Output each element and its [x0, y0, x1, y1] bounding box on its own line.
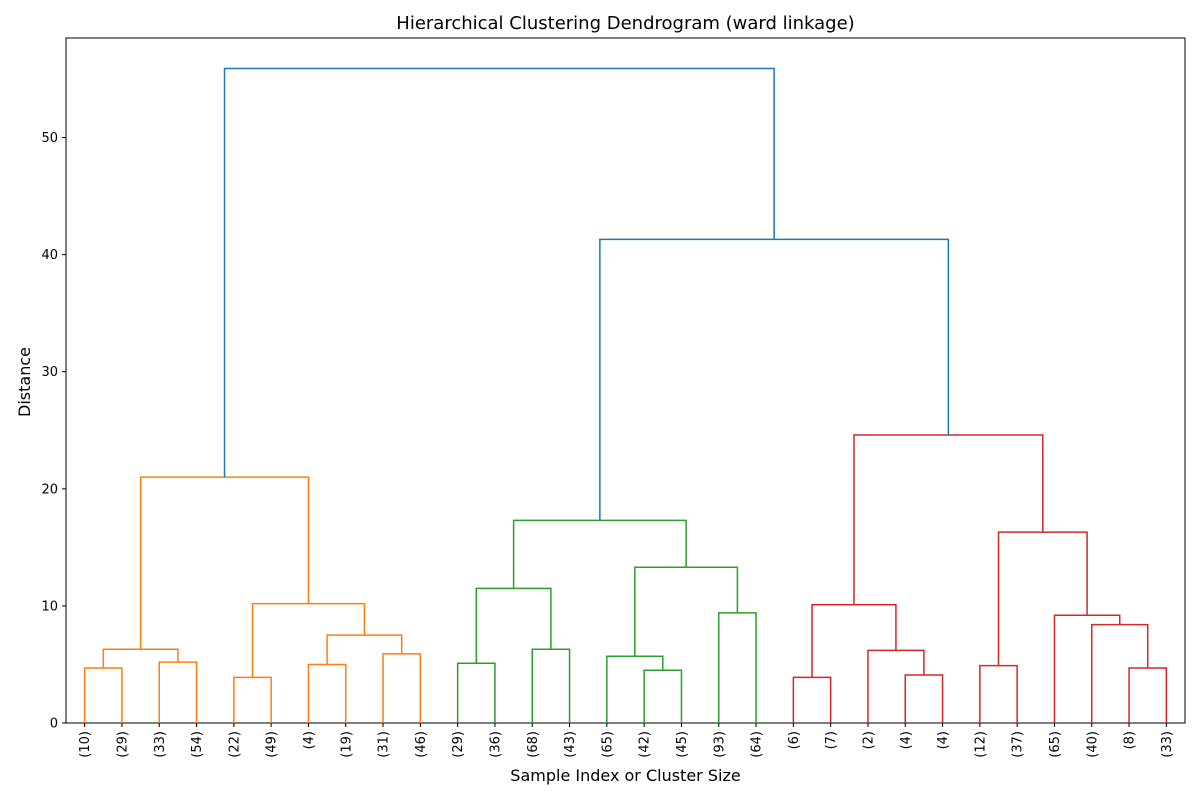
merge-link-17 — [792, 676, 832, 723]
leaf-label: (33) — [1160, 731, 1175, 758]
y-tick-label: 0 — [50, 717, 58, 732]
merge-link-14 — [718, 612, 757, 723]
leaf-label: (4) — [899, 731, 914, 749]
merge-link-23 — [1091, 623, 1149, 723]
leaf-label: (33) — [153, 731, 168, 758]
plot-area — [65, 37, 1186, 724]
leaf-label: (68) — [526, 731, 541, 758]
merge-link-1 — [158, 661, 198, 723]
leaf-labels: (10) (29) (33) (54) (22) (49) (4) (19) (31) (46) (… — [78, 723, 1175, 758]
merge-link-5 — [382, 653, 422, 723]
leaf-label: (45) — [675, 731, 690, 758]
merge-link-15 — [634, 566, 739, 657]
merge-link-10 — [531, 648, 571, 723]
merge-link-3 — [233, 676, 272, 723]
leaf-label: (54) — [190, 731, 205, 758]
merge-link-26 — [853, 434, 1044, 605]
leaf-label: (64) — [750, 731, 765, 758]
leaf-label: (19) — [339, 731, 354, 758]
merge-link-18 — [904, 674, 944, 723]
merge-link-2 — [102, 648, 179, 668]
leaf-label: (49) — [265, 731, 280, 758]
merge-link-8 — [139, 476, 310, 650]
leaf-label: (43) — [563, 731, 578, 758]
plot-frame — [65, 37, 1186, 724]
y-tick-label: 10 — [41, 599, 58, 614]
merge-link-12 — [643, 669, 683, 723]
leaf-label: (12) — [973, 731, 988, 758]
leaf-label: (37) — [1011, 731, 1026, 758]
merge-link-20 — [811, 603, 897, 678]
merge-links — [83, 67, 1168, 723]
leaf-label: (65) — [600, 731, 615, 758]
merge-link-9 — [456, 662, 496, 723]
leaf-label: (31) — [377, 731, 392, 758]
leaf-label: (46) — [414, 731, 429, 758]
merge-link-13 — [606, 655, 664, 723]
merge-link-22 — [1128, 667, 1168, 723]
leaf-label: (40) — [1085, 731, 1100, 758]
y-axis-ticks: 0 10 20 30 40 50 — [41, 131, 66, 732]
merge-link-6 — [326, 634, 403, 665]
leaf-label: (29) — [115, 731, 130, 758]
leaf-label: (36) — [488, 731, 503, 758]
merge-link-19 — [867, 649, 925, 723]
leaf-label: (2) — [861, 731, 876, 749]
leaf-label: (4) — [302, 731, 317, 749]
merge-link-4 — [307, 663, 347, 723]
y-tick-label: 20 — [41, 482, 58, 497]
merge-link-25 — [997, 531, 1088, 666]
leaf-label: (7) — [824, 731, 839, 749]
merge-link-27 — [599, 238, 950, 521]
x-axis-label: Sample Index or Cluster Size — [510, 766, 740, 785]
merge-link-21 — [979, 664, 1018, 723]
merge-link-28 — [223, 67, 775, 478]
merge-link-16 — [512, 519, 687, 589]
merge-link-11 — [475, 587, 552, 664]
leaf-label: (22) — [227, 731, 242, 758]
leaf-label: (42) — [638, 731, 653, 758]
merge-link-24 — [1053, 614, 1121, 723]
leaf-label: (4) — [936, 731, 951, 749]
leaf-label: (10) — [78, 731, 93, 758]
leaf-label: (29) — [451, 731, 466, 758]
y-axis-label: Distance — [15, 347, 34, 417]
chart-title: Hierarchical Clustering Dendrogram (ward… — [396, 13, 854, 34]
y-tick-label: 50 — [41, 131, 58, 146]
leaf-label: (65) — [1048, 731, 1063, 758]
merge-link-0 — [83, 667, 123, 723]
leaf-label: (6) — [787, 731, 802, 749]
leaf-label: (93) — [712, 731, 727, 758]
y-tick-label: 40 — [41, 248, 58, 263]
leaf-label: (8) — [1123, 731, 1138, 749]
y-tick-label: 30 — [41, 365, 58, 380]
